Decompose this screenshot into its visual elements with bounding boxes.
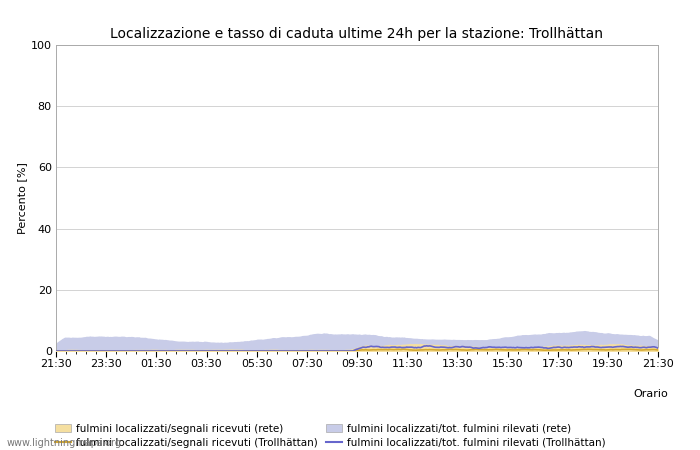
Legend: fulmini localizzati/segnali ricevuti (rete), fulmini localizzati/segnali ricevut: fulmini localizzati/segnali ricevuti (re… <box>55 423 606 448</box>
Y-axis label: Percento [%]: Percento [%] <box>17 162 27 234</box>
Text: www.lightningmaps.org: www.lightningmaps.org <box>7 438 122 448</box>
Title: Localizzazione e tasso di caduta ultime 24h per la stazione: Trollhättan: Localizzazione e tasso di caduta ultime … <box>111 27 603 41</box>
Text: Orario: Orario <box>634 389 668 399</box>
